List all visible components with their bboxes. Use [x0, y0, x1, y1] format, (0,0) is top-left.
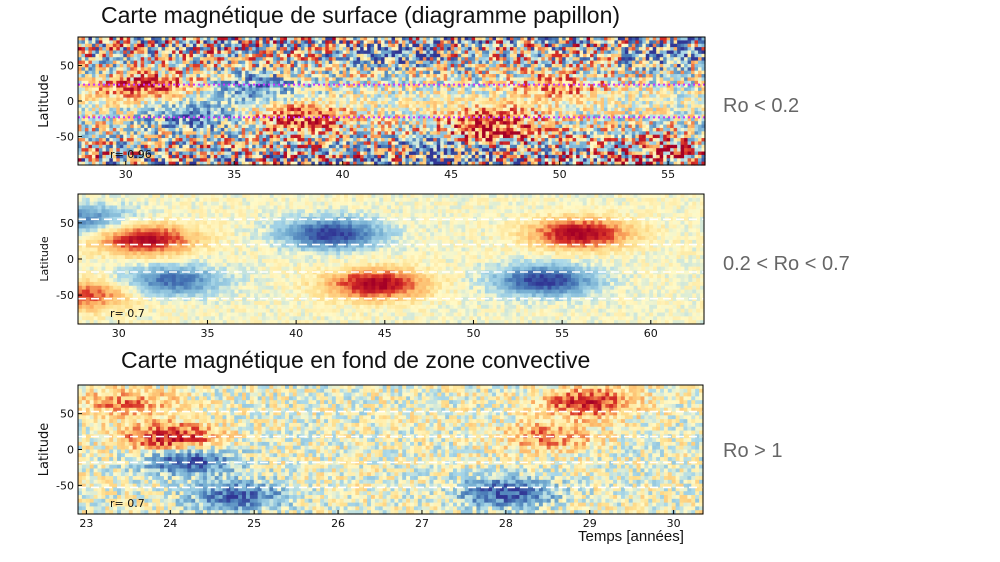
y-axis-label: Latitude	[37, 74, 52, 128]
chart-panel-2: 30 35 40 45 50 55 60 50 0 -50 Latitude r= 0.7	[38, 193, 705, 340]
correlation-annotation: r= 0.96	[110, 148, 152, 161]
correlation-annotation: r= 0.7	[110, 307, 145, 320]
regime-label-3: Ro > 1	[723, 440, 783, 462]
y-tick-label: 0	[67, 253, 74, 266]
chart-title-surface: Carte magnétique de surface (diagramme p…	[101, 2, 621, 28]
chart-panel-1: 30 35 40 45 50 55 50 0 -50 Latitude r= 0.96	[37, 36, 706, 181]
x-tick-label: 30	[112, 327, 126, 340]
y-axis-label: Latitude	[38, 236, 51, 282]
y-tick-label: 0	[67, 95, 74, 108]
x-tick-label: 29	[583, 517, 597, 530]
chart-panel-3: 23 24 25 26 27 28 29 30 50 0 -50 Latitude r= 0.7	[37, 384, 704, 530]
heatmap-field-2	[78, 194, 705, 325]
x-tick-label: 23	[79, 517, 93, 530]
y-tick-label: -50	[56, 131, 74, 144]
y-tick-label: 50	[60, 217, 74, 230]
x-tick-label: 28	[499, 517, 513, 530]
x-tick-label: 30	[119, 168, 133, 181]
y-tick-label: 50	[60, 59, 74, 72]
y-tick-label: -50	[56, 289, 74, 302]
heatmap-field-3	[78, 385, 704, 515]
x-axis-title: Temps [années]	[578, 528, 684, 545]
regime-label-2: 0.2 < Ro < 0.7	[723, 253, 850, 275]
x-tick-label: 35	[200, 327, 214, 340]
x-tick-label: 55	[661, 168, 675, 181]
x-tick-label: 50	[553, 168, 567, 181]
x-tick-label: 40	[289, 327, 303, 340]
regime-label-1: Ro < 0.2	[723, 95, 800, 117]
x-tick-label: 50	[466, 327, 480, 340]
x-tick-label: 30	[667, 517, 681, 530]
x-tick-label: 60	[644, 327, 658, 340]
x-tick-label: 55	[555, 327, 569, 340]
heatmap-field-1	[78, 37, 706, 166]
x-tick-label: 24	[163, 517, 177, 530]
x-tick-label: 35	[227, 168, 241, 181]
y-tick-label: 0	[67, 444, 74, 457]
correlation-annotation: r= 0.7	[110, 497, 145, 510]
x-tick-label: 45	[378, 327, 392, 340]
x-tick-label: 26	[331, 517, 345, 530]
x-tick-label: 25	[247, 517, 261, 530]
x-tick-label: 40	[336, 168, 350, 181]
x-tick-label: 27	[415, 517, 429, 530]
y-tick-label: -50	[56, 479, 74, 492]
y-axis-label: Latitude	[37, 423, 52, 477]
y-tick-label: 50	[60, 408, 74, 421]
x-tick-label: 45	[444, 168, 458, 181]
chart-title-convective: Carte magnétique en fond de zone convect…	[121, 347, 591, 373]
